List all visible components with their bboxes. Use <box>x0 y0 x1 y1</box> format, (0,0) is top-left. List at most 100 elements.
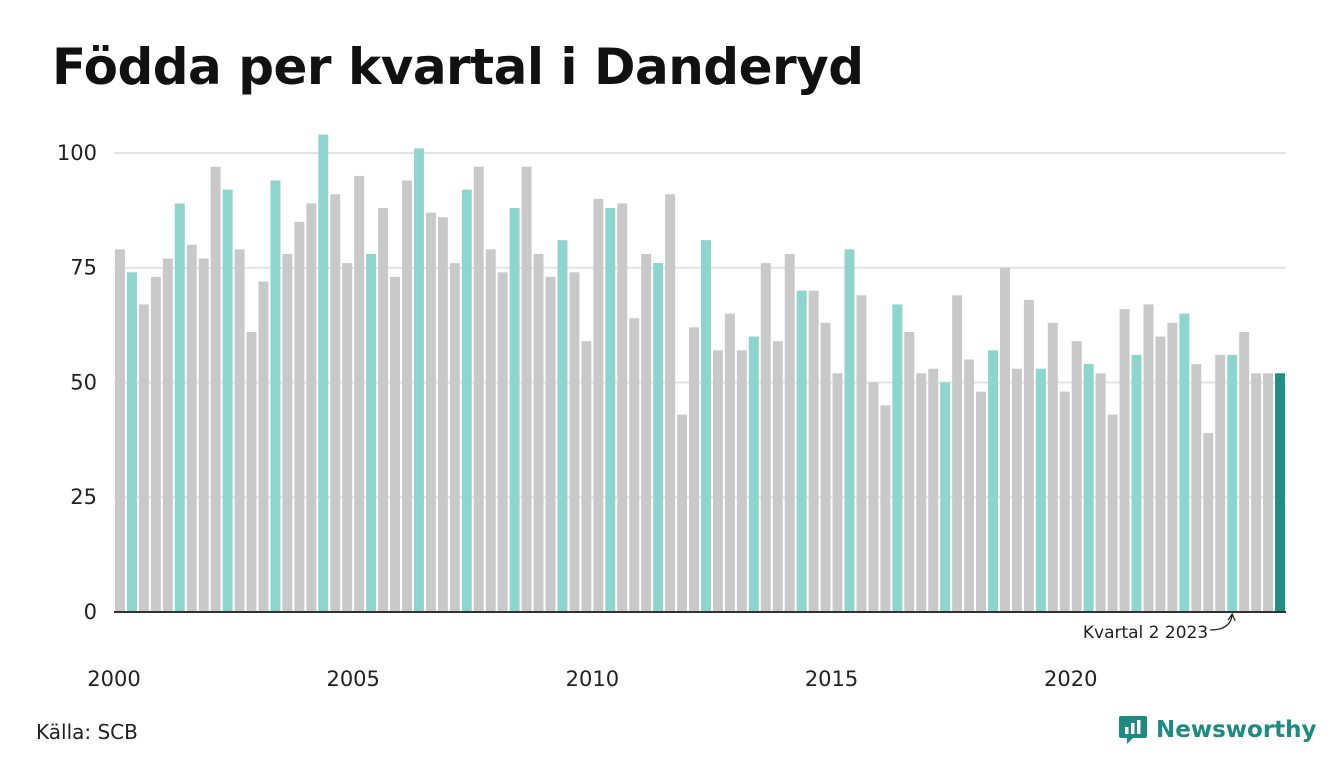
bar <box>210 166 221 612</box>
x-tick-label: 2000 <box>87 667 140 691</box>
bar <box>689 327 699 612</box>
bar <box>1035 368 1046 612</box>
bar <box>1107 414 1118 612</box>
bar <box>521 166 532 612</box>
bar <box>1251 373 1262 612</box>
bar <box>1131 354 1142 612</box>
bar <box>605 208 616 613</box>
bar <box>736 350 747 612</box>
bar <box>820 322 831 612</box>
bar <box>294 221 305 613</box>
y-tick-label: 50 <box>70 370 97 394</box>
bar <box>1011 368 1022 612</box>
bar <box>1179 313 1190 612</box>
bar <box>1203 432 1214 612</box>
bar <box>1059 391 1070 612</box>
bar <box>485 249 496 612</box>
bar <box>976 391 987 612</box>
bar <box>1227 354 1238 612</box>
bar <box>1215 354 1226 612</box>
bars <box>115 134 1285 613</box>
bar <box>138 304 149 612</box>
bar <box>557 240 568 612</box>
bar <box>222 189 233 612</box>
bar <box>270 180 281 612</box>
bar <box>832 373 843 612</box>
bar <box>1083 364 1094 612</box>
bar <box>509 208 520 613</box>
bar <box>880 405 891 612</box>
brand-name: Newsworthy <box>1156 717 1317 743</box>
bar <box>473 166 484 612</box>
bar <box>282 253 293 612</box>
bar <box>425 212 436 612</box>
bar <box>999 267 1010 612</box>
bar <box>258 281 269 612</box>
bar <box>1143 304 1154 612</box>
y-tick-label: 25 <box>70 485 97 509</box>
bar <box>150 276 161 612</box>
bar <box>940 382 951 612</box>
bar <box>964 359 975 612</box>
bar <box>748 336 759 612</box>
bar <box>856 295 867 612</box>
x-tick-label: 2015 <box>805 667 858 691</box>
bar <box>808 290 819 612</box>
bar <box>246 331 257 612</box>
bar <box>581 341 592 612</box>
latest-quarter-annotation: Kvartal 2 2023 <box>1083 623 1208 643</box>
bar <box>437 217 448 612</box>
bar <box>342 263 353 612</box>
bar <box>126 272 137 612</box>
bar <box>629 318 640 612</box>
bar <box>162 258 173 612</box>
x-tick-label: 2005 <box>326 667 379 691</box>
bar <box>1047 322 1058 612</box>
bar <box>402 180 412 612</box>
bar <box>1191 364 1202 612</box>
bar <box>354 175 365 612</box>
x-tick-label: 2020 <box>1044 667 1097 691</box>
bar <box>868 382 879 612</box>
bar <box>701 240 711 612</box>
brand-logo: Newsworthy <box>1118 714 1317 746</box>
bar <box>1155 336 1166 612</box>
bar <box>1263 373 1274 612</box>
bar <box>533 253 544 612</box>
bar <box>677 414 688 612</box>
bar <box>306 203 317 612</box>
bar <box>234 249 245 612</box>
bar <box>760 263 771 612</box>
bar <box>892 304 903 612</box>
bar <box>916 373 927 612</box>
bar <box>772 341 783 612</box>
bar <box>784 253 795 612</box>
annotation-arrow <box>1210 612 1236 631</box>
bar <box>186 244 197 612</box>
source-note: Källa: SCB <box>36 720 138 744</box>
bar <box>1095 373 1106 612</box>
bar <box>318 134 329 613</box>
bar <box>449 263 460 612</box>
bar <box>198 258 209 612</box>
bar <box>378 208 389 613</box>
bar <box>1023 299 1034 612</box>
bar <box>844 249 855 612</box>
bar <box>1239 331 1250 612</box>
bar <box>413 148 424 612</box>
bar <box>928 368 939 612</box>
bar <box>653 263 664 612</box>
bar <box>461 189 472 612</box>
bar <box>330 194 341 612</box>
bar <box>904 331 915 612</box>
y-tick-label: 0 <box>84 600 97 624</box>
bar <box>1119 309 1130 612</box>
bar <box>641 253 652 612</box>
y-tick-label: 100 <box>57 141 97 165</box>
bar <box>497 272 508 612</box>
bar <box>545 276 556 612</box>
bar <box>1167 322 1178 612</box>
x-tick-label: 2010 <box>566 667 619 691</box>
bar <box>952 295 963 612</box>
